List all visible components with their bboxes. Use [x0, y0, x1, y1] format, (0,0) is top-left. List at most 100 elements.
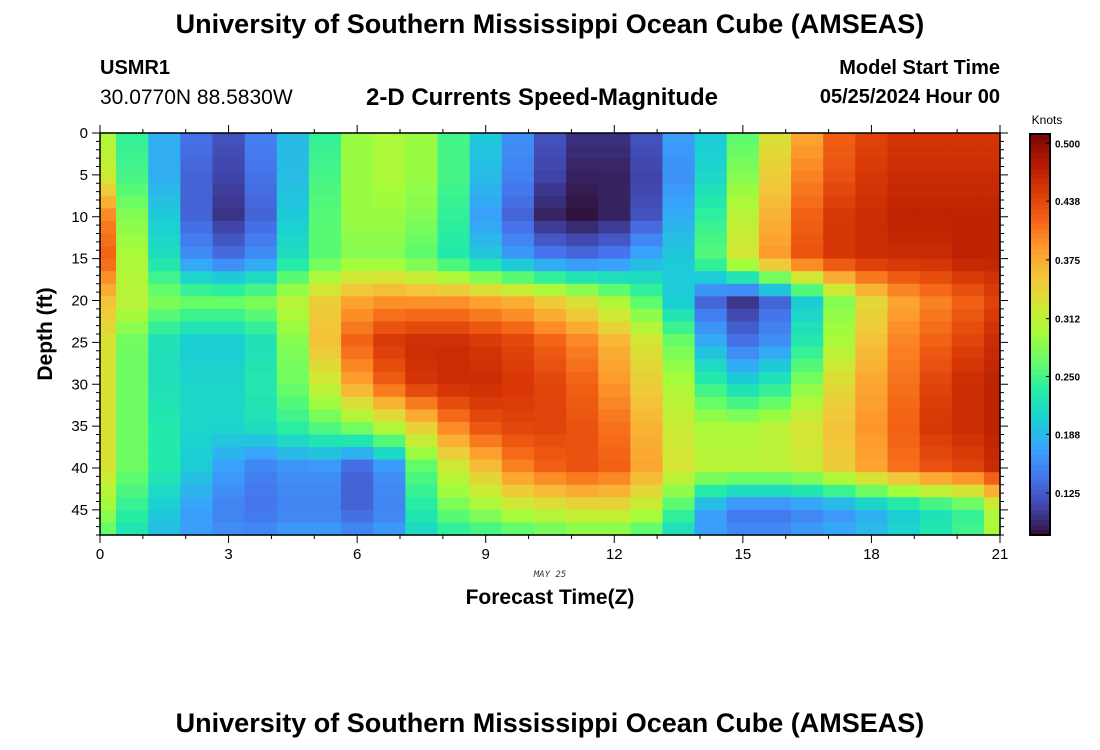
heatmap-cell [373, 133, 406, 147]
heatmap-cell [758, 246, 792, 260]
heatmap-cell [823, 258, 856, 272]
heatmap-cell [758, 133, 792, 147]
heatmap-cell [100, 409, 117, 423]
heatmap-cell [437, 522, 471, 536]
heatmap-cell [341, 246, 374, 260]
heatmap-cell [469, 233, 503, 247]
heatmap-cell [951, 371, 985, 385]
heatmap-cell [276, 522, 310, 536]
heatmap-cell [501, 246, 535, 260]
y-axis-label: Depth (ft) [34, 287, 57, 380]
heatmap-cell [791, 308, 824, 323]
heatmap-cell [694, 447, 728, 461]
heatmap-cell [533, 371, 567, 385]
heatmap-cell [533, 434, 567, 448]
heatmap-cell [983, 321, 1001, 335]
heatmap-cell [116, 220, 149, 235]
heatmap-cell [598, 145, 631, 159]
heatmap-cell [791, 396, 824, 410]
heatmap-cell [341, 133, 374, 147]
heatmap-cell [212, 509, 246, 524]
heatmap-cell [823, 158, 856, 172]
colorbar-swatch [1030, 179, 1050, 185]
heatmap-cell [726, 509, 760, 524]
heatmap-cell [726, 145, 760, 159]
heatmap-cell [100, 296, 117, 310]
heatmap-cell [855, 421, 889, 436]
colorbar-swatch [1030, 334, 1050, 341]
heatmap-cell [598, 246, 631, 260]
heatmap-cell [630, 271, 664, 285]
heatmap-cell [566, 334, 599, 348]
heatmap-cell [501, 384, 535, 398]
heatmap-cell [566, 208, 599, 222]
heatmap-cell [373, 384, 406, 398]
heatmap-cell [180, 246, 214, 260]
heatmap-cell [887, 195, 921, 209]
heatmap-cell [276, 271, 310, 285]
heatmap-cell [758, 459, 792, 473]
heatmap-cell [694, 308, 728, 323]
heatmap-cell [758, 208, 792, 222]
heatmap-cell [630, 170, 664, 184]
colorbar-swatch [1030, 169, 1050, 175]
heatmap-cell [373, 296, 406, 310]
heatmap-cell [662, 170, 696, 184]
heatmap-cell [148, 308, 181, 323]
heatmap-cell [148, 421, 181, 436]
heatmap-cell [533, 396, 567, 410]
heatmap-cell [919, 459, 953, 473]
heatmap-cell [919, 158, 953, 172]
colorbar-swatch [1030, 244, 1050, 250]
heatmap-cell [533, 296, 567, 310]
heatmap-cell [116, 359, 149, 373]
heatmap-cell [276, 371, 310, 385]
colorbar-swatch [1030, 229, 1050, 235]
heatmap-cell [244, 220, 278, 235]
heatmap-cell [373, 497, 406, 511]
heatmap-cell [469, 246, 503, 260]
heatmap-cell [373, 447, 406, 461]
colorbar-swatch [1030, 344, 1050, 351]
heatmap-cell [630, 459, 664, 473]
heatmap-cell [405, 472, 439, 486]
heatmap-cell [758, 220, 792, 235]
heatmap-cell [437, 308, 471, 323]
heatmap-cell [855, 183, 889, 197]
heatmap-cell [469, 133, 503, 147]
heatmap-cell [983, 522, 1001, 536]
heatmap-cell [244, 334, 278, 348]
heatmap-cell [726, 459, 760, 473]
heatmap-cell [566, 158, 599, 172]
heatmap-cell [951, 183, 985, 197]
heatmap-cell [308, 484, 342, 498]
heatmap-cell [212, 296, 246, 310]
heatmap-cell [437, 472, 471, 486]
heatmap-cell [180, 220, 214, 235]
x-tick-label: 9 [482, 546, 490, 563]
heatmap-cell [951, 220, 985, 235]
heatmap-cell [437, 271, 471, 285]
heatmap-cell [276, 246, 310, 260]
heatmap-cell [823, 434, 856, 448]
heatmap-cell [983, 271, 1001, 285]
heatmap-cell [308, 133, 342, 147]
heatmap-cell [598, 409, 631, 423]
heatmap-cell [501, 497, 535, 511]
heatmap-cell [373, 308, 406, 323]
heatmap-cell [308, 497, 342, 511]
colorbar-swatch [1030, 234, 1050, 240]
heatmap-cell [983, 472, 1001, 486]
heatmap-cell [100, 459, 117, 473]
heatmap-cell [758, 447, 792, 461]
heatmap-cell [373, 409, 406, 423]
heatmap-cell [662, 246, 696, 260]
heatmap-cell [244, 384, 278, 398]
heatmap-cell [983, 447, 1001, 461]
heatmap-cell [276, 396, 310, 410]
heatmap-cell [951, 497, 985, 511]
heatmap-cell [405, 220, 439, 235]
colorbar-swatch [1030, 379, 1050, 386]
heatmap-cell [983, 208, 1001, 222]
heatmap-cell [405, 522, 439, 536]
